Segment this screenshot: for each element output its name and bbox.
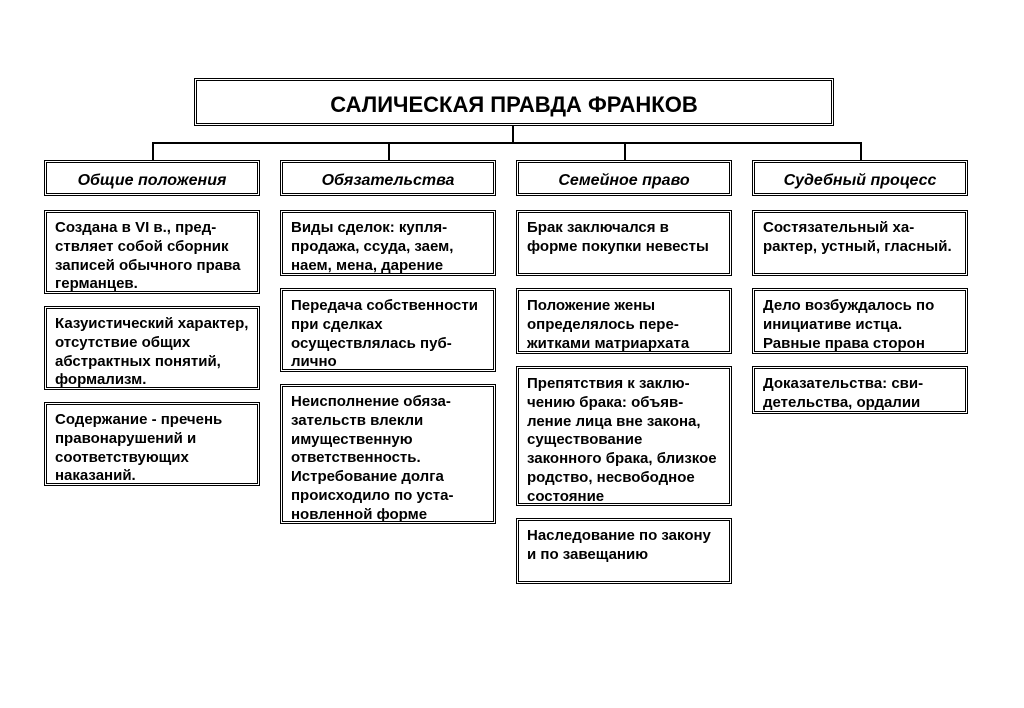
column-header: Семейное право [516, 160, 732, 196]
column-item: Создана в VI в., пред­ствляет собой сбор… [44, 210, 260, 294]
diagram-title: САЛИЧЕСКАЯ ПРАВДА ФРАНКОВ [194, 78, 834, 126]
column-header: Судебный процесс [752, 160, 968, 196]
column-item: Передача собствен­ности при сделках осущ… [280, 288, 496, 372]
column-item: Положение жены определялось пере­житками… [516, 288, 732, 354]
connector-line [152, 142, 862, 144]
column-item: Состязательный ха­рактер, устный, глас­н… [752, 210, 968, 276]
column-item: Препятствия к заклю­чению брака: объяв­л… [516, 366, 732, 506]
connector-line [152, 142, 154, 160]
column-header: Обязательства [280, 160, 496, 196]
column-item: Брак заключался в форме покупки невесты [516, 210, 732, 276]
connector-line [512, 126, 514, 142]
column-item: Наследование по закону и по завеща­нию [516, 518, 732, 584]
column-item: Доказательства: сви­детельства, ордалии [752, 366, 968, 414]
connector-line [388, 142, 390, 160]
column-item: Казуистический ха­рактер, отсутствие общ… [44, 306, 260, 390]
connector-line [860, 142, 862, 160]
column-item: Виды сделок: купля-продажа, ссуда, заем,… [280, 210, 496, 276]
column-item: Неисполнение обяза­зательств влекли имущ… [280, 384, 496, 524]
column-header: Общие положения [44, 160, 260, 196]
column-item: Дело возбуждалось по инициативе истца. Р… [752, 288, 968, 354]
column-item: Содержание - пре­чень правонаруше­ний и … [44, 402, 260, 486]
connector-line [624, 142, 626, 160]
